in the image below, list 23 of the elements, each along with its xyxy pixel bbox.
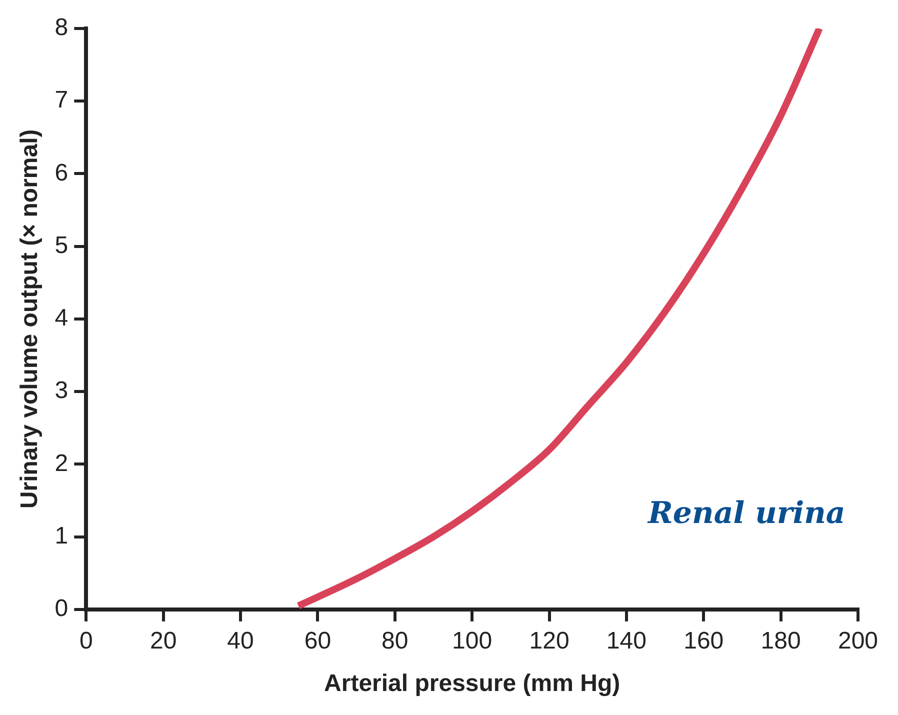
x-tick-label: 180 bbox=[760, 627, 801, 654]
y-tick-label: 6 bbox=[54, 159, 68, 186]
x-tick-label: 200 bbox=[838, 627, 878, 654]
x-tick-label: 20 bbox=[150, 627, 177, 654]
x-tick-label: 0 bbox=[79, 627, 93, 654]
annotation: Renal urina bbox=[648, 496, 846, 531]
x-tick-label: 120 bbox=[529, 627, 570, 654]
y-tick-label: 4 bbox=[54, 304, 68, 332]
x-tick-label: 100 bbox=[452, 627, 492, 654]
x-tick-label: 160 bbox=[684, 627, 724, 654]
x-axis-title: Arterial pressure (mm Hg) bbox=[324, 670, 620, 698]
y-tick-label: 5 bbox=[54, 232, 68, 259]
y-tick-label: 0 bbox=[54, 595, 68, 622]
y-tick-label: 8 bbox=[54, 14, 68, 42]
x-tick-label: 60 bbox=[304, 627, 332, 654]
x-tick-label: 40 bbox=[227, 627, 254, 654]
y-tick-label: 3 bbox=[54, 377, 68, 404]
y-axis-title: Urinary volume output (× normal) bbox=[16, 129, 44, 509]
x-tick-label: 140 bbox=[606, 627, 646, 654]
y-tick-label: 7 bbox=[54, 86, 68, 114]
y-tick-label: 2 bbox=[54, 450, 68, 477]
y-tick-label: 1 bbox=[54, 522, 68, 550]
x-tick-label: 80 bbox=[382, 627, 408, 654]
